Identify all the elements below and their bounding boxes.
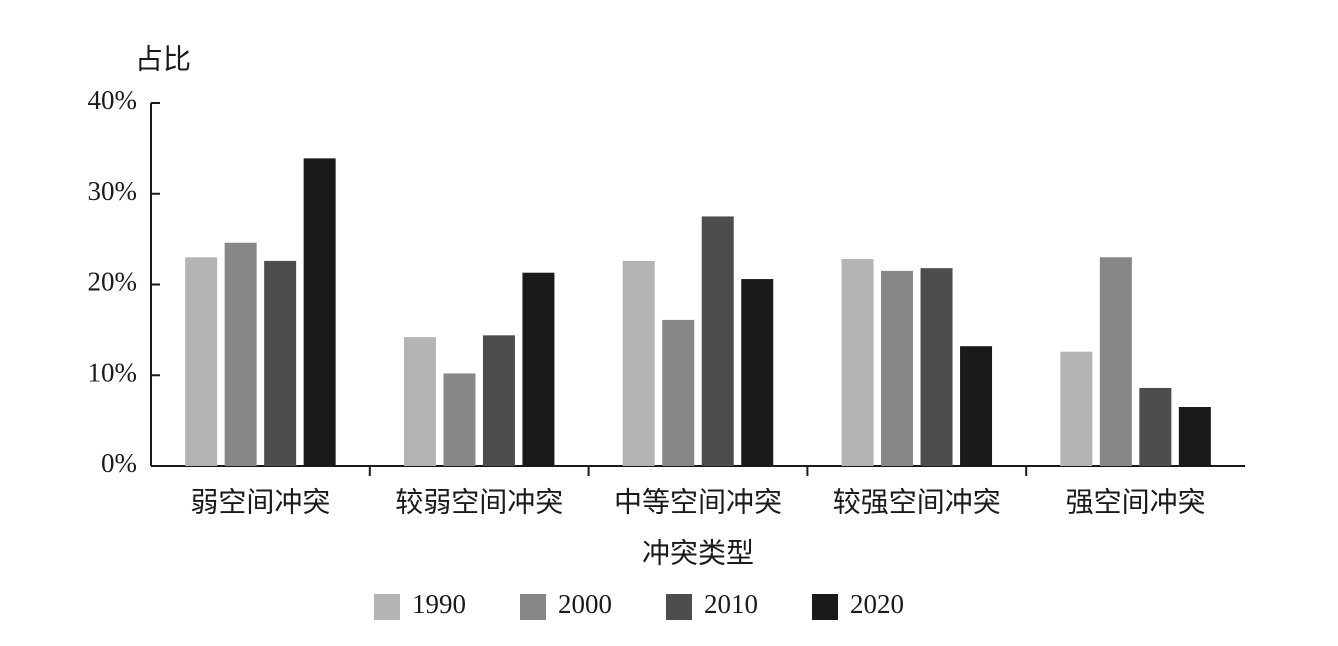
- bar: [841, 259, 874, 466]
- bar: [1139, 387, 1172, 466]
- x-tick-label: 中等空间冲突: [614, 486, 782, 518]
- bar: [403, 337, 436, 466]
- bar: [224, 242, 257, 466]
- y-tick-label: 10%: [88, 357, 138, 387]
- x-tick-label: 弱空间冲突: [190, 486, 330, 518]
- bar: [1099, 257, 1132, 466]
- legend-label: 2010: [704, 589, 758, 619]
- bar: [920, 268, 953, 466]
- legend-label: 2020: [850, 589, 904, 619]
- bar: [185, 257, 218, 466]
- bar: [662, 319, 695, 466]
- bar: [701, 216, 734, 466]
- legend-swatch: [520, 594, 546, 620]
- x-tick-label: 强空间冲突: [1066, 486, 1206, 518]
- legend-swatch: [812, 594, 838, 620]
- x-tick-label: 较弱空间冲突: [395, 486, 563, 518]
- bar: [622, 260, 655, 466]
- x-axis-label: 冲突类型: [642, 537, 754, 569]
- x-tick-label: 较强空间冲突: [833, 486, 1001, 518]
- y-axis-label: 占比: [135, 43, 191, 75]
- legend-swatch: [374, 594, 400, 620]
- bar: [522, 272, 555, 466]
- bar: [1060, 351, 1093, 466]
- bar: [482, 335, 515, 466]
- bar: [741, 279, 774, 466]
- bar: [264, 260, 297, 466]
- legend-label: 1990: [412, 589, 466, 619]
- y-tick-label: 20%: [88, 267, 138, 297]
- bar: [1178, 407, 1211, 466]
- bar: [303, 158, 336, 467]
- bar: [960, 346, 993, 466]
- y-tick-label: 30%: [88, 176, 138, 206]
- legend-label: 2000: [558, 589, 612, 619]
- y-tick-label: 40%: [88, 85, 138, 115]
- bar: [881, 270, 914, 466]
- y-tick-label: 0%: [101, 448, 137, 478]
- legend-swatch: [666, 594, 692, 620]
- bar: [443, 373, 476, 466]
